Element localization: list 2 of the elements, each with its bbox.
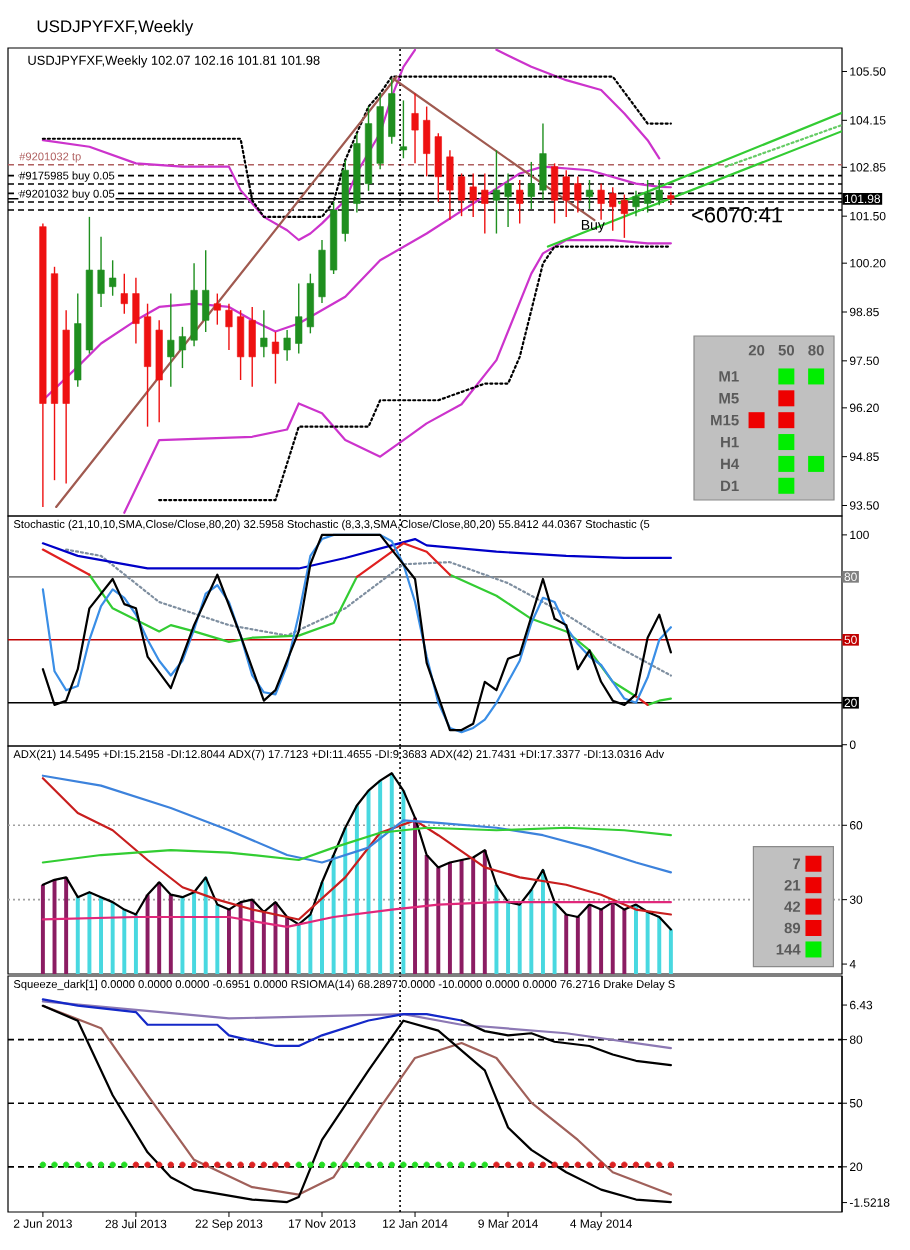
annotation: <6070:41 <box>692 207 782 223</box>
chart-title: USDJPYFXF,Weekly <box>37 19 194 36</box>
